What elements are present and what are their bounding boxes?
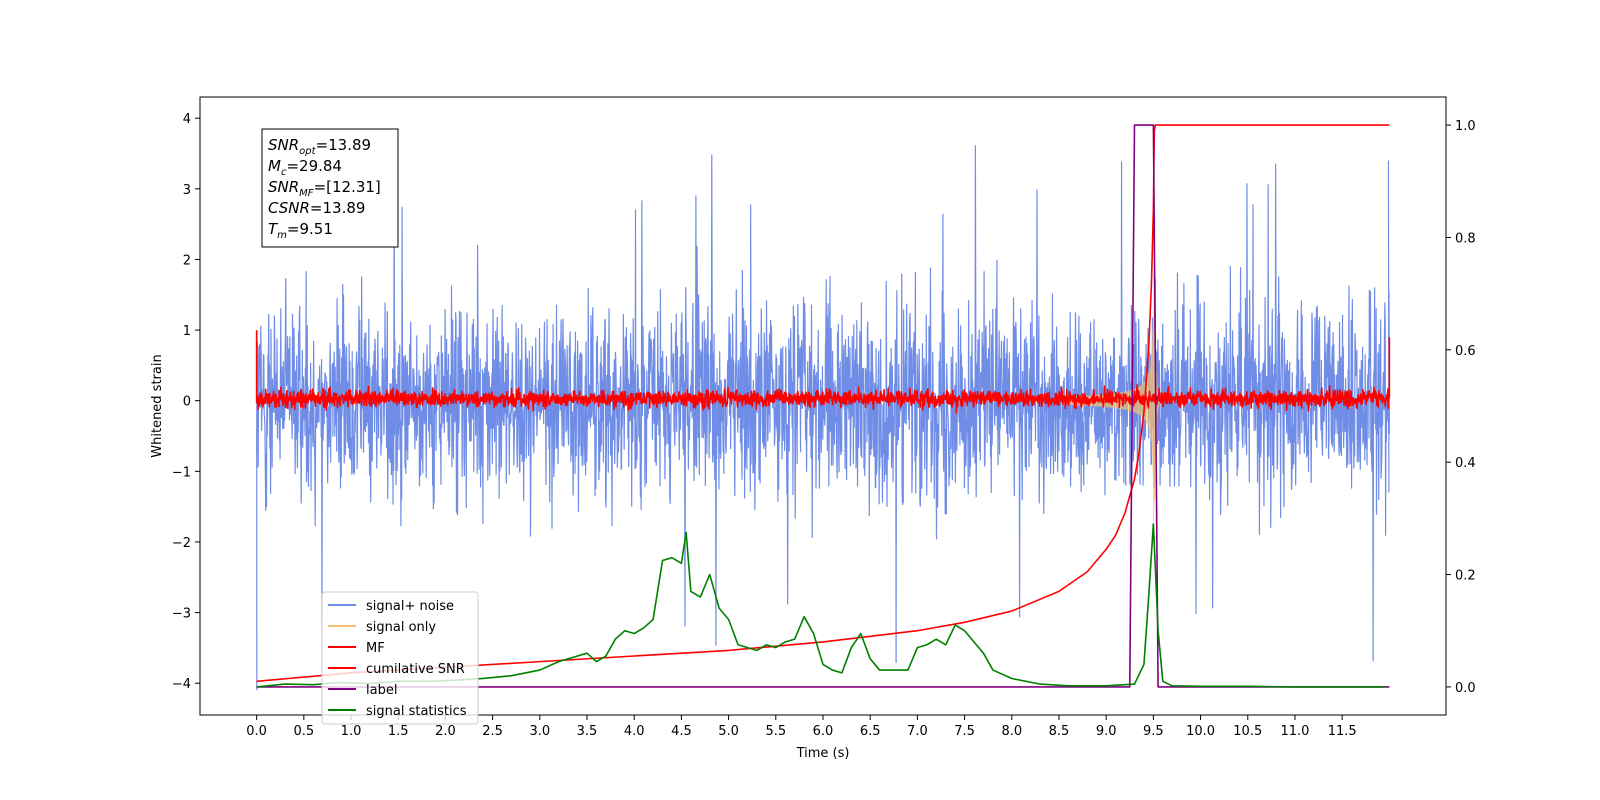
x-tick-label: 7.5: [954, 724, 975, 739]
x-tick-label: 5.0: [718, 724, 739, 739]
info-line: SNRopt=13.89: [268, 136, 371, 157]
info-value: =9.51: [287, 220, 333, 238]
x-axis: 0.0 0.5 1.0 1.5 2.0 2.5 3.0 3.5 4.0 4.5 5.0 5.5 6.0 6…: [246, 715, 1357, 739]
y-right-tick-label: 1.0: [1455, 119, 1476, 134]
series-mf-line: [255, 330, 1391, 414]
legend-label: signal+ noise: [366, 599, 454, 614]
series-signal-noise-line: [256, 139, 1390, 691]
info-symbol: SNR: [268, 136, 299, 154]
x-axis-title: Time (s): [796, 746, 850, 761]
info-subscript: MF: [299, 188, 314, 199]
x-tick-label: 8.5: [1049, 724, 1070, 739]
x-tick-label: 3.5: [577, 724, 598, 739]
x-tick-label: 3.0: [529, 724, 550, 739]
y-left-tick-label: 3: [183, 183, 191, 198]
x-tick-label: 0.0: [246, 724, 267, 739]
x-tick-label: 10.0: [1186, 724, 1215, 739]
info-symbol: T: [268, 220, 279, 238]
info-symbol: M: [268, 157, 281, 175]
info-value: =13.89: [310, 199, 366, 217]
y-left-tick-label: −4: [172, 677, 191, 692]
x-tick-label: 9.5: [1143, 724, 1164, 739]
info-value: =29.84: [286, 157, 342, 175]
info-subscript: m: [277, 230, 287, 241]
info-value: =13.89: [316, 136, 372, 154]
legend-label: signal statistics: [366, 704, 467, 719]
series-cumilative-snr-line: [256, 124, 1390, 683]
y-left-tick-label: −2: [172, 536, 191, 551]
x-tick-label: 10.5: [1233, 724, 1262, 739]
x-tick-label: 4.0: [624, 724, 645, 739]
legend-label: signal only: [366, 620, 436, 635]
series-signal-statistics-line: [256, 523, 1385, 688]
x-tick-label: 2.5: [482, 724, 503, 739]
x-tick-label: 1.5: [388, 724, 409, 739]
legend-label: cumilative SNR: [366, 662, 465, 677]
info-line: Tm=9.51: [268, 220, 333, 241]
info-line: Mc=29.84: [268, 157, 342, 178]
y-right-tick-label: 0.0: [1455, 681, 1476, 696]
x-tick-label: 7.0: [907, 724, 928, 739]
info-box-frame: [261, 128, 399, 248]
info-subscript: opt: [299, 146, 316, 157]
info-line: SNRMF=[12.31]: [268, 178, 381, 199]
x-tick-label: 6.0: [813, 724, 834, 739]
x-tick-label: 0.5: [293, 724, 314, 739]
legend: signal+ noise signal only MF cumilative SNR…: [321, 591, 479, 725]
x-tick-label: 5.5: [765, 724, 786, 739]
y-left-tick-label: −3: [172, 607, 191, 622]
y-left-tick-label: −1: [172, 465, 191, 480]
x-tick-label: 6.5: [860, 724, 881, 739]
series-layer: [255, 124, 1391, 691]
y-right-tick-label: 0.6: [1455, 344, 1476, 359]
y-right-tick-label: 0.8: [1455, 231, 1476, 246]
y-left-tick-label: 4: [183, 112, 191, 127]
y-axis-title: Whitened strain: [150, 354, 165, 457]
x-tick-label: 11.5: [1328, 724, 1357, 739]
x-tick-label: 11.0: [1280, 724, 1309, 739]
y-left-tick-label: 0: [183, 395, 191, 410]
x-tick-label: 1.0: [341, 724, 362, 739]
x-tick-label: 4.5: [671, 724, 692, 739]
y-right-tick-label: 0.4: [1455, 456, 1476, 471]
info-box: SNRopt=13.89Mc=29.84SNRMF=[12.31]CSNR=13…: [261, 128, 399, 248]
y-left-tick-label: 2: [183, 253, 191, 268]
info-line: CSNR=13.89: [268, 199, 365, 217]
y-axis-right: 1.0 0.8 0.6 0.4 0.2 0.0: [1446, 119, 1476, 696]
legend-label: MF: [366, 641, 385, 656]
x-tick-label: 9.0: [1096, 724, 1117, 739]
x-tick-label: 8.0: [1001, 724, 1022, 739]
legend-label: label: [366, 683, 397, 698]
info-symbol: CSNR: [268, 199, 310, 217]
y-left-tick-label: 1: [183, 324, 191, 339]
info-subscript: c: [281, 167, 287, 178]
x-tick-label: 2.0: [435, 724, 456, 739]
info-symbol: SNR: [268, 178, 299, 196]
legend-frame: [321, 591, 479, 725]
info-value: =[12.31]: [314, 178, 381, 196]
y-axis-left: 4 3 2 1 0 −1 −2 −3 −4: [172, 112, 200, 692]
y-right-tick-label: 0.2: [1455, 569, 1476, 584]
